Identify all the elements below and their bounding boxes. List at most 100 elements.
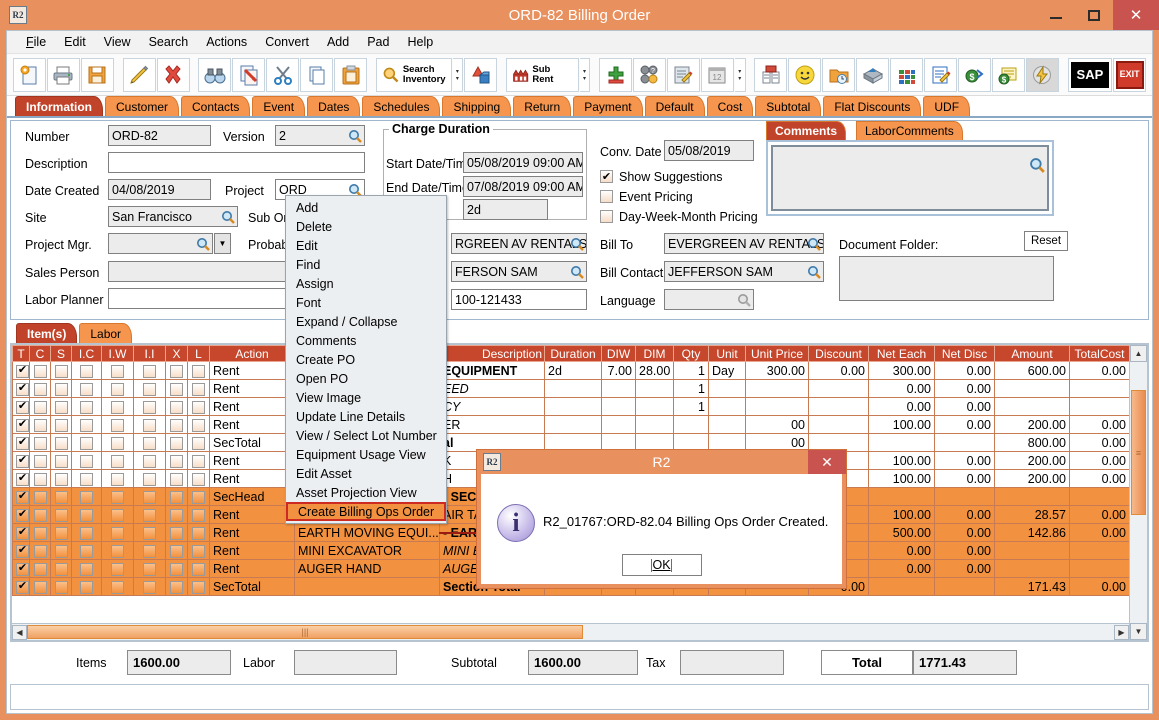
tab-return[interactable]: Return bbox=[513, 96, 572, 116]
minimize-button[interactable] bbox=[1037, 0, 1075, 30]
row-flag-c[interactable] bbox=[29, 433, 51, 452]
row-flag-ic[interactable] bbox=[71, 523, 102, 542]
bill-contact-search-icon[interactable] bbox=[807, 265, 821, 279]
menu-search[interactable]: Search bbox=[148, 35, 189, 49]
cell-duration[interactable]: 2d bbox=[544, 361, 602, 380]
checkbox-s[interactable] bbox=[54, 382, 68, 396]
checkbox-ic[interactable] bbox=[80, 418, 93, 432]
checkbox-ic[interactable] bbox=[80, 490, 93, 504]
menu-add[interactable]: Add bbox=[326, 35, 350, 49]
checkbox-x[interactable] bbox=[170, 454, 183, 468]
row-flag-s[interactable] bbox=[50, 415, 72, 434]
checkbox-l[interactable] bbox=[192, 454, 205, 468]
comments-box[interactable] bbox=[766, 140, 1054, 216]
cell-amount[interactable]: 171.43 bbox=[994, 577, 1070, 596]
checkbox-t[interactable] bbox=[16, 381, 29, 396]
tab-udf[interactable]: UDF bbox=[923, 96, 971, 116]
cell-total-cost[interactable] bbox=[1069, 397, 1130, 416]
menu-item-comments[interactable]: Comments bbox=[296, 333, 357, 348]
language-field[interactable] bbox=[664, 289, 754, 310]
cell-action[interactable]: Rent bbox=[209, 469, 295, 488]
print-icon[interactable] bbox=[46, 57, 80, 92]
row-flag-l[interactable] bbox=[187, 523, 210, 542]
cell-net-disc[interactable]: 0.00 bbox=[934, 559, 995, 578]
col-t[interactable]: T bbox=[12, 345, 30, 362]
checkbox-iw[interactable] bbox=[111, 490, 124, 504]
contact-field[interactable]: FERSON SAM bbox=[451, 261, 587, 282]
menu-item-update-line-details[interactable]: Update Line Details bbox=[296, 409, 406, 424]
tab-flat-discounts[interactable]: Flat Discounts bbox=[823, 96, 922, 116]
search-inventory-dropdown[interactable]: ▾ ▾ bbox=[452, 57, 464, 92]
cell-discount[interactable] bbox=[808, 397, 869, 416]
quick-action-lightning-icon[interactable] bbox=[1025, 57, 1059, 92]
edit-notes-icon[interactable] bbox=[666, 57, 700, 92]
menu-pad[interactable]: Pad bbox=[367, 35, 390, 49]
cell-duration[interactable] bbox=[544, 415, 602, 434]
customer-field[interactable]: RGREEN AV RENTALS bbox=[451, 233, 587, 254]
site-field[interactable]: San Francisco bbox=[108, 206, 238, 227]
document-folder-field[interactable] bbox=[839, 256, 1054, 301]
menu-item-view-select-lot-number[interactable]: View / Select Lot Number bbox=[296, 428, 437, 443]
row-flag-t[interactable] bbox=[12, 469, 30, 488]
binoculars-search-icon[interactable] bbox=[198, 57, 232, 92]
row-flag-x[interactable] bbox=[165, 505, 188, 524]
row-flag-c[interactable] bbox=[29, 451, 51, 470]
cell-action[interactable]: SecHead bbox=[209, 487, 295, 506]
checkbox-iw[interactable] bbox=[111, 418, 124, 432]
row-flag-iw[interactable] bbox=[101, 433, 134, 452]
checkbox-ii[interactable] bbox=[143, 580, 156, 594]
checkbox-c[interactable] bbox=[33, 526, 47, 540]
search-inventory-button[interactable]: Search Inventory bbox=[375, 57, 452, 92]
cell-amount[interactable]: 200.00 bbox=[994, 415, 1070, 434]
checkbox-ic[interactable] bbox=[80, 454, 93, 468]
cell-action[interactable]: Rent bbox=[209, 541, 295, 560]
row-flag-x[interactable] bbox=[165, 487, 188, 506]
row-flag-x[interactable] bbox=[165, 433, 188, 452]
sub-rent-dropdown[interactable]: ▾ ▾ bbox=[579, 57, 591, 92]
menu-convert[interactable]: Convert bbox=[265, 35, 309, 49]
cell-net-each[interactable]: 100.00 bbox=[868, 469, 935, 488]
checkbox-x[interactable] bbox=[170, 562, 183, 576]
language-search-icon[interactable] bbox=[737, 293, 751, 307]
cell-unit-price[interactable]: 00 bbox=[745, 415, 809, 434]
row-flag-l[interactable] bbox=[187, 559, 210, 578]
cell-action[interactable]: Rent bbox=[209, 451, 295, 470]
row-flag-l[interactable] bbox=[187, 397, 210, 416]
checkbox-l[interactable] bbox=[192, 382, 205, 396]
checkbox-l[interactable] bbox=[192, 436, 205, 450]
row-flag-c[interactable] bbox=[29, 397, 51, 416]
row-flag-ii[interactable] bbox=[133, 469, 166, 488]
bill-to-field[interactable]: EVERGREEN AV RENTALS bbox=[664, 233, 824, 254]
scroll-up-button[interactable]: ▲ bbox=[1130, 345, 1147, 362]
cell-total-cost[interactable]: 0.00 bbox=[1069, 415, 1130, 434]
add-plus-icon[interactable] bbox=[599, 57, 633, 92]
description-field[interactable] bbox=[108, 152, 365, 173]
row-flag-s[interactable] bbox=[50, 577, 72, 596]
row-flag-iw[interactable] bbox=[101, 523, 134, 542]
site-search-icon[interactable] bbox=[221, 210, 235, 224]
row-flag-c[interactable] bbox=[29, 487, 51, 506]
cell-net-each[interactable]: 100.00 bbox=[868, 415, 935, 434]
cell-action[interactable]: Rent bbox=[209, 397, 295, 416]
cell-total-cost[interactable]: 0.00 bbox=[1069, 505, 1130, 524]
row-flag-t[interactable] bbox=[12, 577, 30, 596]
checkbox-iw[interactable] bbox=[111, 436, 124, 450]
row-flag-ic[interactable] bbox=[71, 541, 102, 560]
checkbox-ic[interactable] bbox=[80, 472, 93, 486]
scroll-right-button[interactable]: ▶ bbox=[1114, 624, 1129, 640]
row-flag-t[interactable] bbox=[12, 397, 30, 416]
row-flag-ic[interactable] bbox=[71, 469, 102, 488]
transfer-icon[interactable] bbox=[464, 57, 498, 92]
exit-button[interactable]: EXIT bbox=[1113, 57, 1147, 92]
checkbox-t[interactable] bbox=[16, 399, 29, 414]
col-duration[interactable]: Duration bbox=[544, 345, 602, 362]
customer-search-icon[interactable] bbox=[570, 237, 584, 251]
checkbox-l[interactable] bbox=[192, 364, 205, 378]
cell-amount[interactable]: 600.00 bbox=[994, 361, 1070, 380]
row-flag-c[interactable] bbox=[29, 415, 51, 434]
row-flag-c[interactable] bbox=[29, 469, 51, 488]
account-field[interactable]: 100-121433 bbox=[451, 289, 587, 310]
checkbox-ii[interactable] bbox=[143, 400, 156, 414]
row-flag-c[interactable] bbox=[29, 379, 51, 398]
checkbox-ii[interactable] bbox=[143, 544, 156, 558]
